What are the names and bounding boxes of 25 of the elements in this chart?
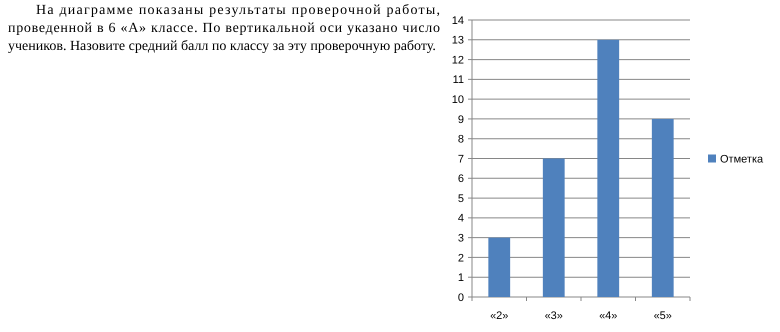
y-tick-label: 11: [452, 74, 464, 86]
bar: [488, 238, 510, 297]
y-tick-label: 2: [458, 252, 464, 264]
y-tick-label: 8: [458, 134, 464, 146]
y-tick-label: 1: [458, 272, 464, 284]
y-tick-label: 0: [458, 292, 464, 304]
x-tick-label: «2»: [490, 310, 508, 322]
y-tick-label: 13: [452, 34, 464, 47]
y-tick-label: 3: [458, 232, 464, 244]
y-tick-label: 12: [452, 54, 464, 66]
bar: [597, 40, 620, 297]
x-tick-label: «3»: [544, 310, 563, 322]
y-tick-label: 4: [458, 212, 464, 225]
text: На диаграмме показаны результаты проверочной работы, проведенной в 6 «А» классе. По вертикальной оси указано число учеников. Назовите средний балл по классу за эту проверочную работу.: [8, 3, 440, 54]
legend-label: Отметка: [720, 153, 764, 166]
y-tick-label: 10: [452, 94, 464, 106]
y-tick-label: 5: [458, 192, 464, 205]
y-tick-label: 7: [458, 153, 464, 166]
x-tick-label: «5»: [654, 310, 672, 322]
y-tick-label: 9: [458, 114, 464, 126]
bar: [542, 158, 565, 297]
y-tick-label: 6: [458, 173, 464, 186]
y-tick-label: 14: [452, 14, 464, 27]
x-tick-label: «4»: [599, 310, 618, 322]
bar: [652, 118, 674, 297]
